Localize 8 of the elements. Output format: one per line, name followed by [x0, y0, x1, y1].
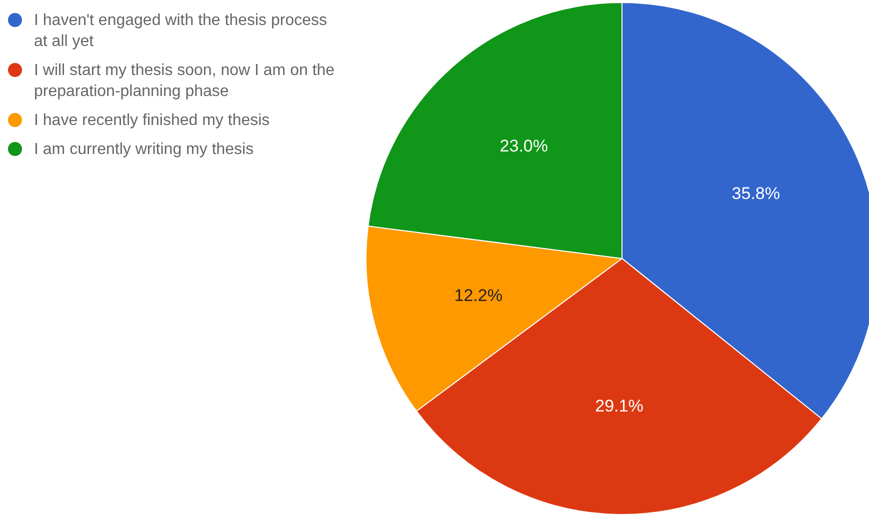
- legend-label: I am currently writing my thesis: [34, 140, 254, 160]
- data-label: 29.1%: [595, 396, 644, 416]
- legend-label: I haven't engaged with the thesis process at all yet: [34, 11, 328, 52]
- data-label: 23.0%: [500, 136, 548, 156]
- legend-label: I have recently finished my thesis: [34, 111, 270, 131]
- legend-label: I will start my thesis soon, now I am on the preparation-planning phase: [34, 61, 336, 102]
- data-label: 35.8%: [732, 184, 780, 203]
- data-label: 12.2%: [454, 286, 502, 305]
